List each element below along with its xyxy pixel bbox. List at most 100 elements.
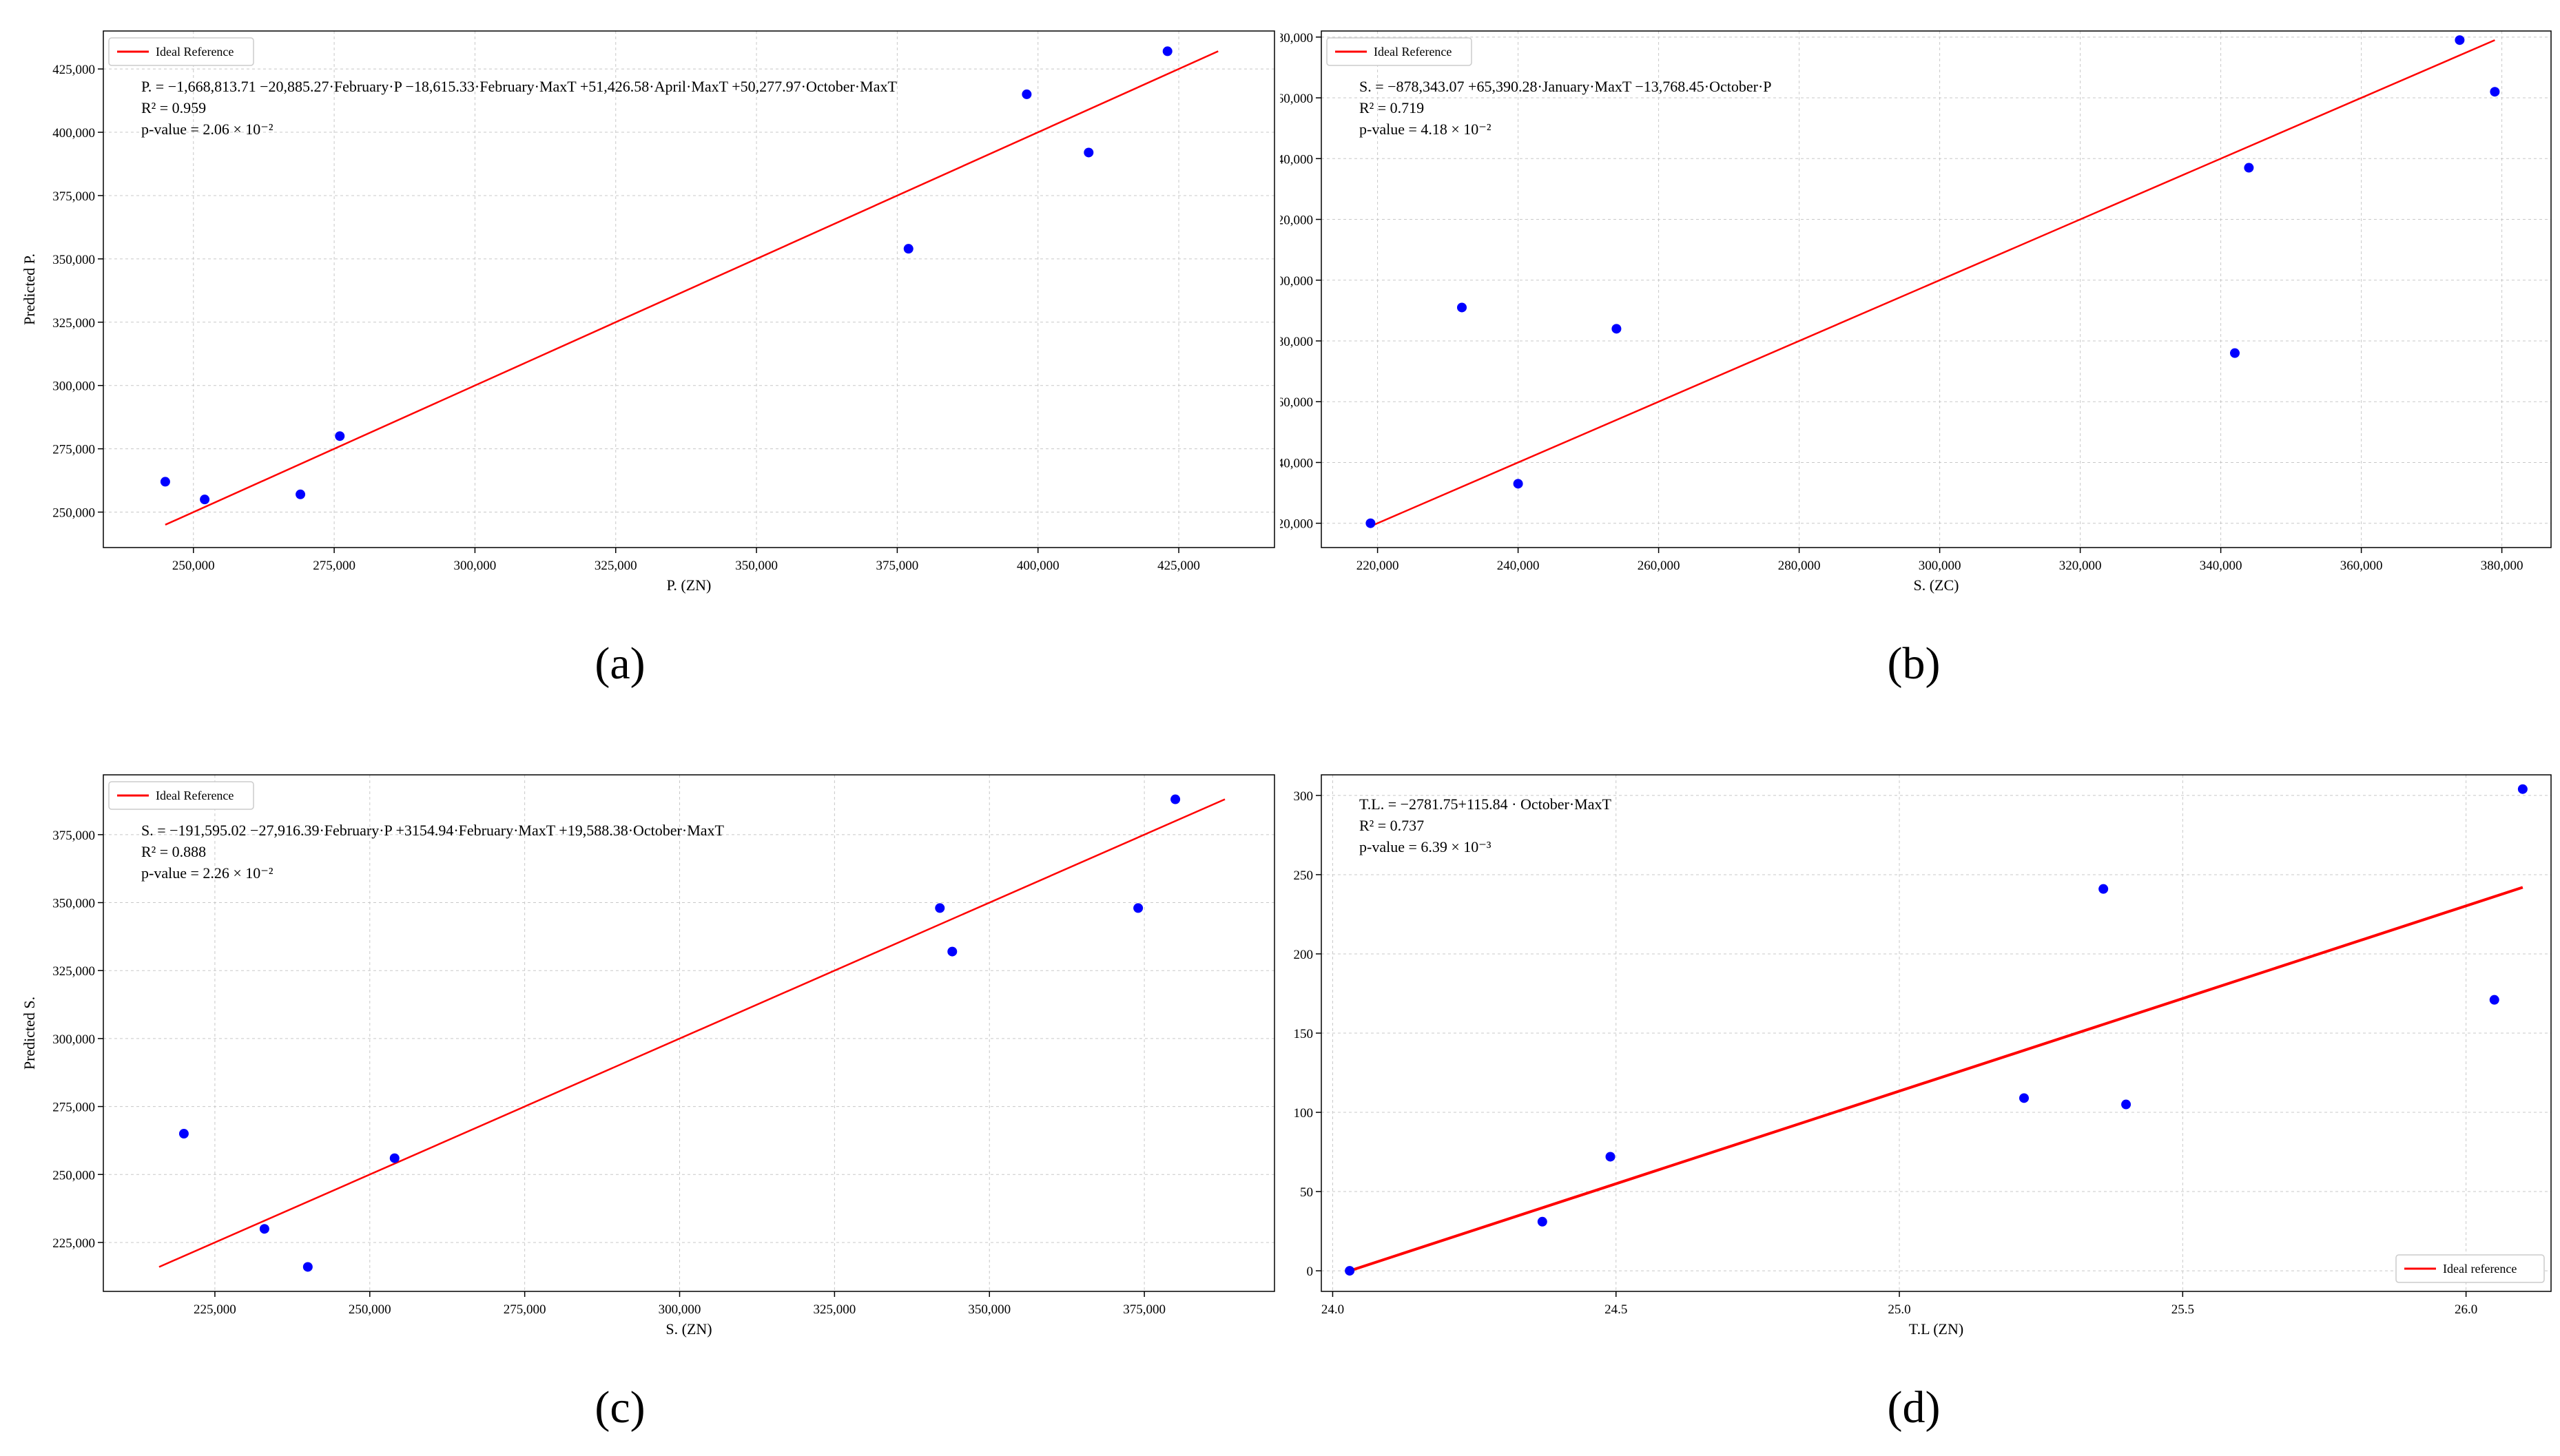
x-tick-label: 25.5 (2171, 1302, 2194, 1317)
data-point (1345, 1266, 1355, 1276)
data-point (2098, 884, 2109, 894)
x-tick-label: 375,000 (1123, 1302, 1166, 1317)
x-tick-label: 300,000 (454, 559, 497, 573)
data-point (2490, 87, 2500, 97)
y-tick-label: 300,000 (52, 1032, 95, 1047)
x-tick-label: 250,000 (172, 559, 215, 573)
x-tick-label: 375,000 (876, 559, 919, 573)
x-tick-label: 400,000 (1017, 559, 1060, 573)
data-point (1605, 1152, 1616, 1162)
equation-text: T.L. = −2781.75+115.84 · October·MaxT (1359, 795, 1611, 813)
x-tick-label: 340,000 (2200, 559, 2242, 573)
y-tick-label: 300,000 (1280, 274, 1313, 289)
x-tick-label: 225,000 (194, 1302, 236, 1317)
data-point (1513, 479, 1523, 489)
data-point (1365, 518, 1376, 528)
data-point (259, 1224, 269, 1234)
x-tick-label: 24.0 (1321, 1302, 1344, 1317)
y-tick-label: 275,000 (52, 1101, 95, 1115)
r-squared-text: R² = 0.737 (1359, 817, 1424, 834)
panel-caption: (c) (595, 1382, 645, 1433)
data-point (935, 903, 945, 913)
r-squared-text: R² = 0.959 (141, 99, 206, 116)
plot-frame (103, 774, 1275, 1292)
x-tick-label: 260,000 (1638, 559, 1680, 573)
y-tick-label: 325,000 (52, 316, 95, 331)
y-tick-label: 380,000 (1280, 31, 1313, 45)
y-tick-label: 325,000 (52, 964, 95, 979)
y-tick-label: 360,000 (1280, 92, 1313, 106)
chart-b: 220,000 240,000 260,000 280,000 300,000 320,0… (1239, 30, 2552, 689)
x-axis-label: S. (ZN) (665, 1320, 712, 1338)
chart-c: 225,000 250,000 275,000 300,000 325,000 350,0… (21, 774, 1275, 1433)
x-tick-label: 250,000 (349, 1302, 391, 1317)
y-tick-label: 250 (1294, 869, 1314, 883)
data-point (1537, 1216, 1547, 1227)
y-tick-label: 250,000 (52, 506, 95, 521)
data-point (200, 495, 210, 505)
p-value-text: p-value = 2.26 × 10⁻² (141, 864, 273, 882)
legend-box (1326, 37, 1472, 66)
x-tick-label: 350,000 (968, 1302, 1011, 1317)
x-tick-label: 280,000 (1778, 559, 1821, 573)
data-point (1084, 147, 1094, 158)
data-point (2121, 1099, 2131, 1110)
y-tick-label: 280,000 (1280, 335, 1313, 349)
legend-label: Ideal Reference (156, 45, 234, 59)
x-tick-label: 325,000 (814, 1302, 856, 1317)
data-point (335, 431, 345, 441)
x-axis-label: T.L (ZN) (1909, 1320, 1963, 1338)
data-point (2230, 348, 2240, 358)
x-tick-label: 300,000 (659, 1302, 701, 1317)
y-tick-label: 300 (1294, 789, 1314, 804)
y-tick-label: 400,000 (52, 126, 95, 141)
x-tick-label: 26.0 (2455, 1302, 2477, 1317)
y-tick-label: 320,000 (1280, 214, 1313, 228)
legend-label: Ideal Reference (156, 789, 234, 802)
y-tick-label: 375,000 (52, 189, 95, 204)
data-point (2517, 784, 2528, 794)
legend-box (108, 781, 254, 810)
data-point (1170, 794, 1181, 804)
x-tick-label: 300,000 (1919, 559, 1961, 573)
legend-box (108, 37, 254, 66)
x-tick-label: 275,000 (504, 1302, 546, 1317)
y-tick-label: 50 (1300, 1185, 1313, 1200)
data-point (2019, 1093, 2029, 1103)
ideal-reference-line (1349, 886, 2523, 1272)
y-tick-label: 250,000 (52, 1168, 95, 1183)
panel-d: 24.0 24.5 25.0 25.5 26.0 0 50 100 150 200 250 300 T.… (1239, 737, 2560, 1456)
r-squared-text: R² = 0.888 (141, 843, 206, 860)
chart-d: 24.0 24.5 25.0 25.5 26.0 0 50 100 150 200 250 300 T.… (1239, 774, 2552, 1433)
data-point (296, 489, 306, 499)
plot-frame (103, 30, 1275, 548)
data-point (1162, 46, 1173, 56)
x-tick-label: 240,000 (1497, 559, 1540, 573)
x-tick-label: 380,000 (2481, 559, 2523, 573)
x-tick-label: 220,000 (1356, 559, 1399, 573)
y-tick-label: 350,000 (52, 897, 95, 911)
data-point (2489, 995, 2499, 1005)
y-tick-label: 275,000 (52, 443, 95, 457)
y-tick-label: 375,000 (52, 829, 95, 843)
panel-caption: (d) (1888, 1382, 1941, 1433)
data-point (2244, 163, 2254, 173)
p-value-text: p-value = 2.06 × 10⁻² (141, 121, 273, 138)
x-tick-label: 325,000 (595, 559, 637, 573)
plot-frame (1321, 774, 2552, 1292)
legend-label: Ideal Reference (1374, 45, 1452, 59)
x-tick-label: 25.0 (1888, 1302, 1910, 1317)
data-point (1611, 324, 1622, 334)
y-tick-label: 150 (1294, 1027, 1314, 1041)
plot-frame (1321, 30, 2552, 548)
y-tick-label: 340,000 (1280, 152, 1313, 167)
chart-a: 250,000 275,000 300,000 325,000 350,000 375,0… (21, 30, 1275, 689)
equation-text: P. = −1,668,813.71 −20,885.27·February·P… (141, 78, 897, 95)
data-point (1022, 89, 1032, 99)
r-squared-text: R² = 0.719 (1359, 99, 1424, 116)
data-point (160, 477, 170, 487)
y-tick-label: 260,000 (1280, 395, 1313, 410)
x-tick-label: 24.5 (1604, 1302, 1627, 1317)
y-axis-label: Predicted P. (21, 253, 38, 325)
x-tick-label: 350,000 (735, 559, 778, 573)
